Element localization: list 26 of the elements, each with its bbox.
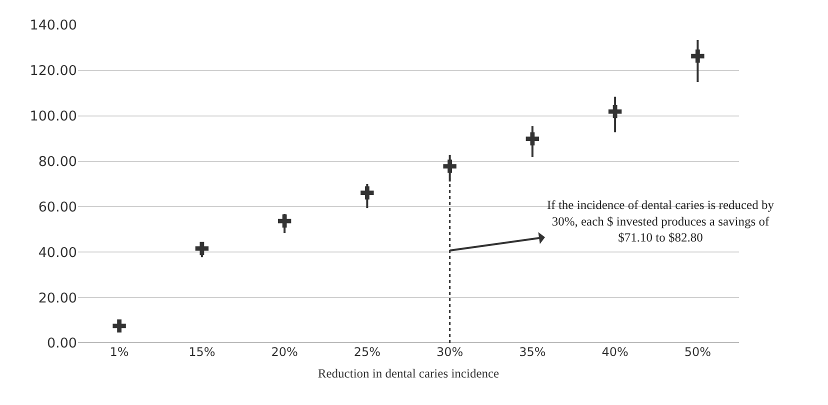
y-tick-label: 0.00 <box>46 336 77 352</box>
x-tick-label: 1% <box>110 345 129 359</box>
y-tick-label: 20.00 <box>38 290 77 306</box>
y-tick-label: 140.00 <box>30 18 77 34</box>
x-tick-label: 20% <box>271 345 298 359</box>
point <box>278 214 292 228</box>
point <box>608 104 622 118</box>
point <box>360 186 374 200</box>
y-tick-label: 60.00 <box>38 199 77 216</box>
point <box>195 242 209 256</box>
y-tick-label: 80.00 <box>38 154 77 170</box>
x-tick-label: 30% <box>436 345 464 359</box>
x-tick-label: 15% <box>188 345 216 359</box>
y-tick-label: 40.00 <box>38 244 77 261</box>
x-tick-label: 25% <box>354 345 381 359</box>
x-axis-title: Reduction in dental caries incidence <box>318 366 500 380</box>
point <box>443 160 456 173</box>
point <box>112 319 126 333</box>
x-tick-label: 50% <box>684 345 712 359</box>
point <box>691 50 704 63</box>
x-tick-label: 35% <box>519 345 546 359</box>
annotation: If the incidence of dental caries is reduced by 30%, each $ invested produces a savings of $71.10 to $82.80 <box>547 198 775 244</box>
y-tick-label: 100.00 <box>30 108 77 125</box>
point <box>526 132 540 146</box>
x-tick-label: 40% <box>602 345 628 359</box>
y-tick-label: 120.00 <box>30 63 77 80</box>
